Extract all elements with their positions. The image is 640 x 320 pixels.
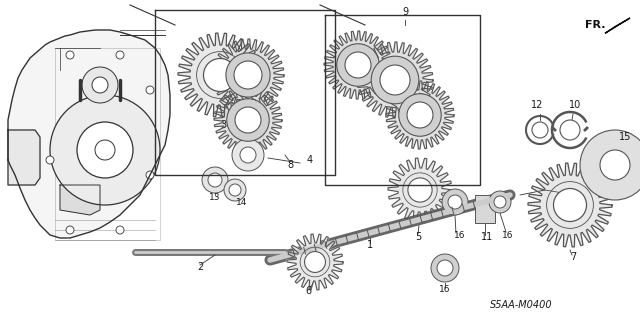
Polygon shape xyxy=(8,130,40,185)
Polygon shape xyxy=(178,33,262,117)
Circle shape xyxy=(580,130,640,200)
Text: 7: 7 xyxy=(570,252,576,262)
Circle shape xyxy=(78,123,132,177)
Circle shape xyxy=(232,139,264,171)
Text: 16: 16 xyxy=(502,231,514,240)
Circle shape xyxy=(146,86,154,94)
Text: 1: 1 xyxy=(367,240,373,250)
Text: 3: 3 xyxy=(220,120,226,130)
Text: FR.: FR. xyxy=(584,20,605,30)
Text: 5: 5 xyxy=(415,232,421,242)
Circle shape xyxy=(66,226,74,234)
Circle shape xyxy=(437,260,453,276)
Polygon shape xyxy=(214,86,282,154)
Circle shape xyxy=(82,67,118,103)
Circle shape xyxy=(77,122,133,178)
Text: 2: 2 xyxy=(197,262,203,272)
Circle shape xyxy=(204,59,237,92)
Circle shape xyxy=(50,95,160,205)
Text: 14: 14 xyxy=(236,198,248,207)
Circle shape xyxy=(116,226,124,234)
Text: 9: 9 xyxy=(402,7,408,17)
Polygon shape xyxy=(528,163,612,247)
Polygon shape xyxy=(8,30,170,238)
Text: 16: 16 xyxy=(439,285,451,294)
Circle shape xyxy=(229,184,241,196)
Bar xyxy=(475,195,495,223)
Circle shape xyxy=(600,150,630,180)
Circle shape xyxy=(345,52,371,78)
Circle shape xyxy=(95,140,115,160)
Polygon shape xyxy=(324,31,392,99)
Circle shape xyxy=(489,191,511,213)
Circle shape xyxy=(560,120,580,140)
Text: 13: 13 xyxy=(209,193,221,202)
Circle shape xyxy=(399,94,441,136)
Circle shape xyxy=(66,51,74,59)
Text: 10: 10 xyxy=(569,100,581,110)
Text: 4: 4 xyxy=(307,155,313,165)
Circle shape xyxy=(240,147,256,163)
Circle shape xyxy=(380,65,410,95)
Circle shape xyxy=(46,156,54,164)
Circle shape xyxy=(532,122,548,138)
Text: 8: 8 xyxy=(287,160,293,170)
Text: S5AA-M0400: S5AA-M0400 xyxy=(490,300,552,310)
Text: 12: 12 xyxy=(531,100,543,110)
Circle shape xyxy=(408,178,432,202)
Circle shape xyxy=(554,188,586,221)
Polygon shape xyxy=(287,234,343,290)
Polygon shape xyxy=(357,42,433,118)
Text: 6: 6 xyxy=(305,286,311,296)
Circle shape xyxy=(442,189,468,215)
Circle shape xyxy=(337,44,380,86)
Circle shape xyxy=(224,179,246,201)
Circle shape xyxy=(305,252,326,272)
Circle shape xyxy=(92,77,108,93)
Polygon shape xyxy=(388,158,452,222)
Text: 11: 11 xyxy=(481,232,493,242)
Circle shape xyxy=(431,254,459,282)
Text: 16: 16 xyxy=(454,231,466,240)
Circle shape xyxy=(226,53,270,97)
Circle shape xyxy=(407,102,433,128)
Circle shape xyxy=(208,173,222,187)
Circle shape xyxy=(116,51,124,59)
Circle shape xyxy=(234,61,262,89)
Circle shape xyxy=(202,167,228,193)
Polygon shape xyxy=(605,18,630,33)
Circle shape xyxy=(235,107,261,133)
Polygon shape xyxy=(386,81,454,149)
Circle shape xyxy=(448,195,462,209)
Text: 15: 15 xyxy=(619,132,631,142)
Polygon shape xyxy=(212,39,284,111)
Circle shape xyxy=(227,99,269,141)
Circle shape xyxy=(146,171,154,179)
Circle shape xyxy=(494,196,506,208)
Circle shape xyxy=(371,56,419,104)
Polygon shape xyxy=(60,185,100,215)
